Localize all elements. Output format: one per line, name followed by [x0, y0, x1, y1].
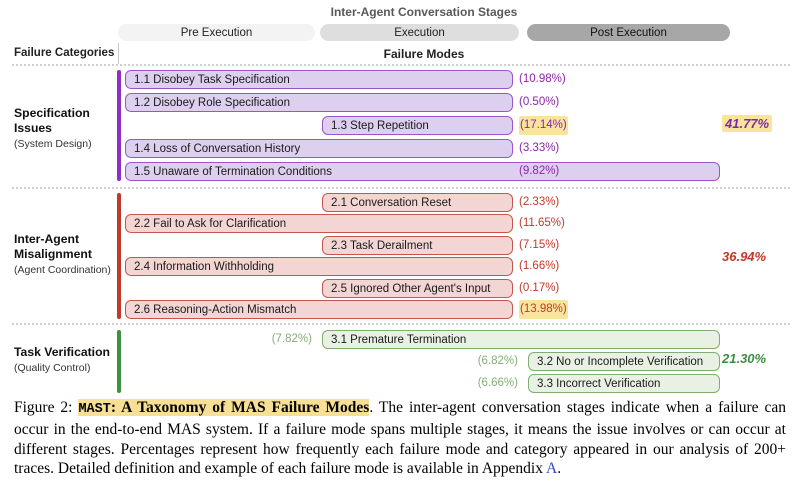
failure-mode-pct-1-4: (3.33%)	[519, 142, 560, 154]
category-total-misalignment: 36.94%	[722, 249, 767, 264]
failure-mode-label: 1.1 Disobey Task Specification	[134, 73, 290, 86]
failure-mode-label: 2.4 Information Withholding	[134, 260, 274, 273]
category-total-specification: 41.77%	[722, 115, 773, 132]
failure-mode-pct-3-3: (6.66%)	[477, 377, 518, 389]
category-subtitle: (Agent Coordination)	[14, 264, 111, 276]
failure-mode-label: 2.1 Conversation Reset	[331, 196, 452, 209]
caption-mast: MAST	[78, 402, 111, 417]
failure-mode-pct-1-2: (0.50%)	[519, 96, 560, 108]
failure-mode-box-1-1: 1.1 Disobey Task Specification	[125, 70, 513, 89]
figure-caption: Figure 2: MAST: A Taxonomy of MAS Failur…	[14, 398, 786, 479]
category-name: Task Verification	[14, 345, 110, 359]
failure-mode-box-2-1: 2.1 Conversation Reset	[322, 193, 513, 212]
failure-mode-box-2-3: 2.3 Task Derailment	[322, 236, 513, 255]
failure-mode-pct-3-2: (6.82%)	[477, 355, 518, 367]
failure-mode-label: 2.6 Reasoning-Action Mismatch	[134, 303, 297, 316]
category-name: Inter-Agent Misalignment	[14, 232, 92, 261]
separator-line	[12, 187, 790, 189]
failure-mode-label: 2.2 Fail to Ask for Clarification	[134, 217, 287, 230]
failure-mode-label: 2.5 Ignored Other Agent's Input	[331, 282, 491, 295]
failure-mode-label: 3.3 Incorrect Verification	[537, 377, 661, 390]
stage-pill-pre-execution: Pre Execution	[118, 24, 315, 41]
category-label-task-verification: Task Verification (Quality Control)	[14, 345, 126, 376]
failure-mode-label: 3.1 Premature Termination	[331, 333, 467, 346]
failure-mode-pct-1-1: (10.98%)	[519, 73, 566, 85]
failure-mode-box-1-2: 1.2 Disobey Role Specification	[125, 93, 513, 112]
failure-mode-box-2-2: 2.2 Fail to Ask for Clarification	[125, 214, 513, 233]
category-label-specification-issues: Specification Issues (System Design)	[14, 106, 126, 152]
failure-mode-pct-1-3: (17.14%)	[519, 116, 568, 135]
failure-mode-label: 2.3 Task Derailment	[331, 239, 433, 252]
caption-highlight: MAST: A Taxonomy of MAS Failure Modes	[78, 399, 370, 417]
category-name: Specification Issues	[14, 106, 90, 135]
failure-mode-label: 1.4 Loss of Conversation History	[134, 142, 301, 155]
failure-mode-label: 1.2 Disobey Role Specification	[134, 96, 290, 109]
failure-mode-pct-1-5: (9.82%)	[519, 165, 560, 177]
category-bar-verification	[117, 330, 121, 393]
stage-pill-execution: Execution	[320, 24, 519, 41]
failure-mode-pct-2-6: (13.98%)	[519, 300, 568, 319]
failure-mode-pct-2-3: (7.15%)	[519, 239, 560, 251]
category-bar-specification	[117, 70, 121, 181]
separator-line	[12, 64, 790, 66]
category-bar-misalignment	[117, 193, 121, 319]
caption-body: . The inter-agent conversation stages in…	[14, 399, 786, 478]
failure-modes-label: Failure Modes	[383, 47, 465, 61]
failure-mode-box-1-5: 1.5 Unaware of Termination Conditions	[125, 162, 720, 181]
failure-mode-box-3-2: 3.2 No or Incomplete Verification	[528, 352, 720, 371]
failure-mode-box-2-5: 2.5 Ignored Other Agent's Input	[322, 279, 513, 298]
separator-line	[12, 323, 790, 325]
failure-mode-pct-2-5: (0.17%)	[519, 282, 560, 294]
failure-mode-pct-3-1: (7.82%)	[271, 333, 312, 345]
failure-mode-label: 1.3 Step Repetition	[331, 119, 429, 132]
category-label-inter-agent-misalignment: Inter-Agent Misalignment (Agent Coordina…	[14, 232, 126, 278]
failure-mode-box-2-6: 2.6 Reasoning-Action Mismatch	[125, 300, 513, 319]
failure-mode-pct-2-1: (2.33%)	[519, 196, 560, 208]
failure-mode-box-1-3: 1.3 Step Repetition	[322, 116, 513, 135]
failure-mode-pct-2-4: (1.66%)	[519, 260, 560, 272]
failure-mode-label: 1.5 Unaware of Termination Conditions	[134, 165, 332, 178]
failure-mode-pct-2-2: (11.65%)	[519, 217, 565, 229]
caption-title-bold: : A Taxonomy of MAS Failure Modes	[110, 399, 370, 416]
category-total-verification: 21.30%	[722, 351, 767, 366]
failure-mode-label: 3.2 No or Incomplete Verification	[537, 355, 704, 368]
appendix-link[interactable]: A	[545, 460, 558, 478]
failure-categories-label: Failure Categories	[14, 47, 115, 59]
stage-pill-post-execution: Post Execution	[527, 24, 730, 41]
failure-mode-box-2-4: 2.4 Information Withholding	[125, 257, 513, 276]
category-subtitle: (System Design)	[14, 138, 92, 150]
header-divider	[118, 43, 119, 64]
failure-mode-box-3-3: 3.3 Incorrect Verification	[528, 374, 720, 393]
stages-title: Inter-Agent Conversation Stages	[330, 5, 518, 19]
failure-mode-box-3-1: 3.1 Premature Termination	[322, 330, 720, 349]
caption-suffix: .	[557, 460, 562, 478]
category-subtitle: (Quality Control)	[14, 362, 91, 374]
caption-prefix: Figure 2:	[14, 399, 79, 416]
failure-mode-box-1-4: 1.4 Loss of Conversation History	[125, 139, 513, 158]
